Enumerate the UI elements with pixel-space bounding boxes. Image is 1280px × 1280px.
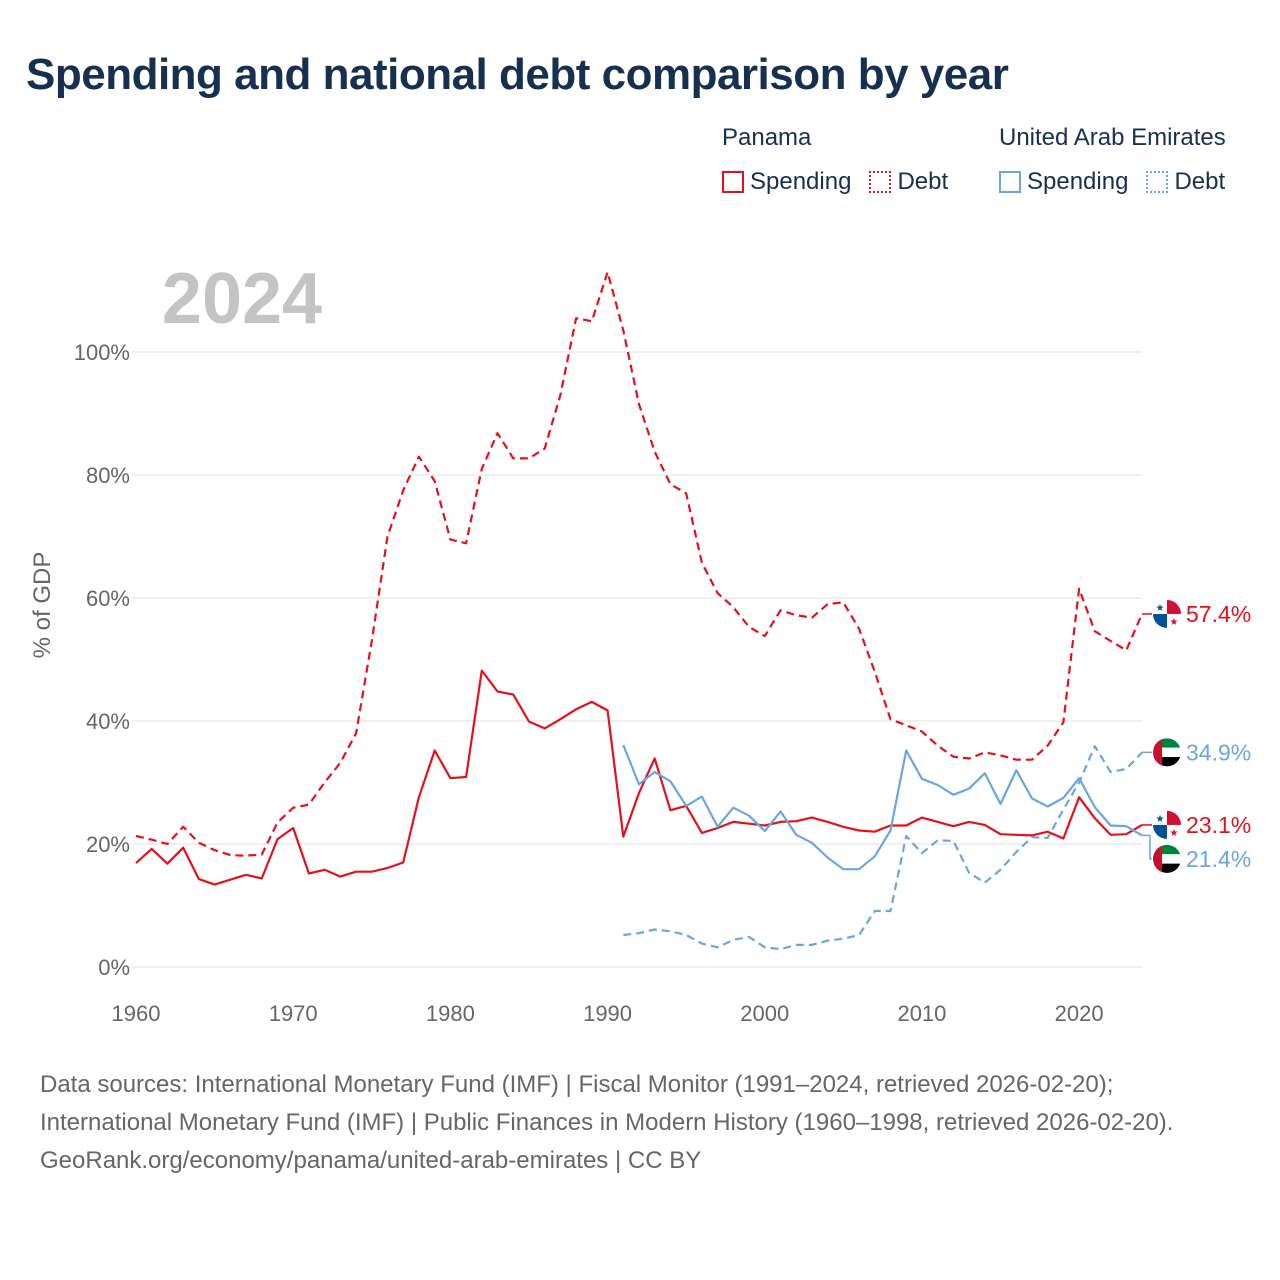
grid-lines (132, 351, 1142, 968)
y-tick-label: 80% (86, 463, 130, 488)
flag-body (1153, 844, 1181, 873)
panama-flag-icon: ★★ (1152, 809, 1182, 840)
legend-item-label: Debt (1174, 168, 1226, 195)
year-watermark: 2024 (162, 259, 322, 339)
flag-stripe-green (1153, 738, 1181, 748)
legend-swatch-solid (722, 171, 744, 193)
x-axis: 1960 1970 1980 1990 2000 2010 2020 (112, 1001, 1104, 1026)
end-value-label: 21.4% (1186, 846, 1251, 872)
y-tick-label: 100% (74, 340, 130, 365)
y-tick-label: 40% (86, 709, 130, 734)
x-tick-label: 2010 (897, 1001, 946, 1026)
panama-flag-icon: ★★ (1152, 598, 1182, 629)
uae-flag-icon (1152, 843, 1182, 874)
y-tick-label: 60% (86, 586, 130, 611)
flag-body: ★★ (1153, 599, 1181, 628)
legend-swatch-dotted (869, 171, 892, 193)
flag-quarter-red (1167, 599, 1181, 614)
legend-item-label: Debt (897, 168, 949, 195)
x-tick-label: 2000 (740, 1001, 789, 1026)
series-line-united-arab-emirates-debt[interactable] (623, 745, 1143, 951)
y-tick-label: 0% (98, 955, 130, 980)
legend-item-panama-spending[interactable]: Spending (722, 168, 851, 196)
flag-body (1153, 738, 1181, 767)
data-sources: Data sources: International Monetary Fun… (40, 1071, 1174, 1136)
legend-item-label: Spending (1027, 168, 1129, 195)
flag-stripe-green (1153, 844, 1181, 855)
flag-star: ★ (1156, 814, 1165, 825)
x-tick-label: 1990 (583, 1001, 632, 1026)
flag-star: ★ (1170, 617, 1179, 628)
series-line-panama-debt[interactable] (135, 271, 1144, 857)
flag-star: ★ (1170, 828, 1179, 839)
end-labels: ★★ 57.4%34.9%★★ 23.1%21.4% (1142, 598, 1251, 874)
x-tick-label: 1980 (426, 1001, 475, 1026)
attribution-link[interactable]: GeoRank.org/economy/panama/united-arab-e… (40, 1147, 702, 1174)
flag-quarter-red (1167, 810, 1181, 825)
flag-quarter-blue (1153, 613, 1167, 628)
y-axis-label: % of GDP (29, 552, 56, 659)
x-tick-label: 1960 (112, 1001, 161, 1026)
y-axis: 0% 20% 40% 60% 80% 100% (74, 340, 130, 980)
legend-swatch-solid (999, 171, 1021, 193)
flag-body: ★★ (1153, 810, 1181, 839)
end-label-connector (1142, 834, 1153, 860)
flag-bar-red (1153, 738, 1162, 767)
legend-swatch-dotted (1146, 171, 1169, 193)
end-value-label: 57.4% (1186, 601, 1251, 627)
legend-group-label: Panama (722, 124, 812, 151)
series-line-united-arab-emirates-spending[interactable] (622, 744, 1143, 871)
legend-group-label: United Arab Emirates (999, 124, 1226, 151)
legend-item-uae-debt[interactable]: Debt (1146, 168, 1225, 196)
footer: Data sources: International Monetary Fun… (40, 1066, 1240, 1180)
legend-item-panama-debt[interactable]: Debt (869, 168, 948, 196)
uae-flag-icon (1152, 737, 1182, 768)
legend-group-panama: Panama Spending Debt (722, 124, 966, 196)
flag-quarter-blue (1153, 824, 1167, 839)
series-group (135, 271, 1144, 951)
chart-title: Spending and national debt comparison by… (26, 50, 1009, 99)
series-line-panama-spending[interactable] (135, 669, 1143, 886)
flag-bar-red (1153, 844, 1162, 873)
flag-stripe-black (1153, 757, 1181, 767)
y-tick-label: 20% (86, 832, 130, 857)
flag-stripe-black (1153, 863, 1181, 873)
legend-item-label: Spending (750, 168, 852, 195)
flag-star: ★ (1156, 603, 1165, 614)
flag-stripe-white (1153, 854, 1181, 864)
flag-stripe-white (1153, 747, 1181, 758)
line-chart: 2024 0% 20% 40% 60% 80% 100% 1960 1970 1980 1990… (29, 259, 1251, 1026)
end-value-label: 34.9% (1186, 739, 1251, 765)
end-value-label: 23.1% (1186, 812, 1251, 838)
legend-item-uae-spending[interactable]: Spending (999, 168, 1128, 196)
x-tick-label: 1970 (269, 1001, 318, 1026)
legend-group-uae: United Arab Emirates Spending Debt (999, 124, 1243, 196)
x-tick-label: 2020 (1055, 1001, 1104, 1026)
